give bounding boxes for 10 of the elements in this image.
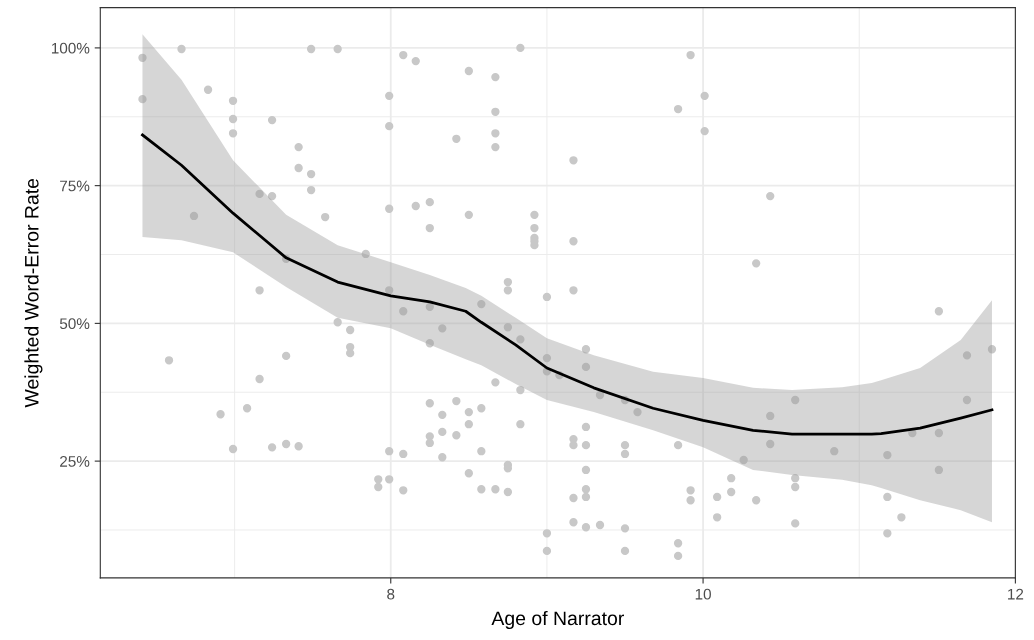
y-tick-label: 25% xyxy=(60,455,90,467)
x-tick-label: 10 xyxy=(695,588,711,600)
x-tick-label: 8 xyxy=(387,588,395,600)
y-tick-label: 75% xyxy=(60,180,90,192)
x-axis-title: Age of Narrator xyxy=(491,610,624,630)
x-tick-label: 12 xyxy=(1008,588,1024,600)
y-tick-label: 100% xyxy=(51,42,90,54)
y-tick-label: 50% xyxy=(59,318,90,330)
y-axis-title: Weighted Word-Error Rate xyxy=(24,178,43,408)
line-series xyxy=(141,133,994,436)
